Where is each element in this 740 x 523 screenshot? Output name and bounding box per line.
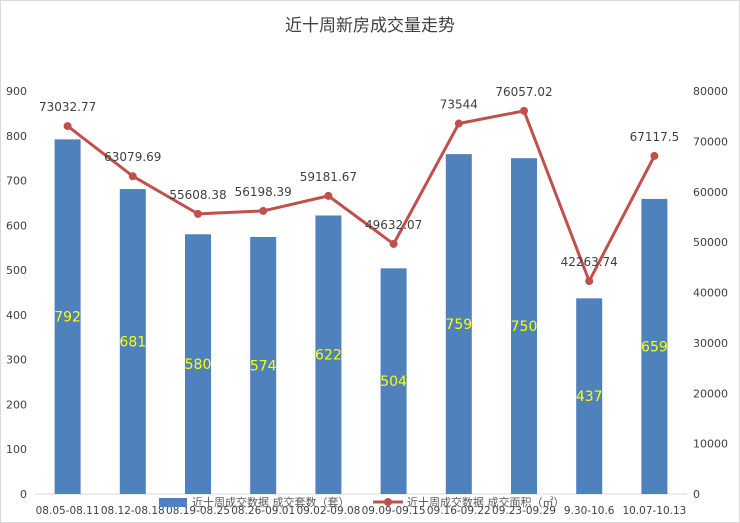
x-tick-label: 9.30-10.6 xyxy=(564,505,615,517)
y-left-tick-label: 700 xyxy=(6,175,27,188)
y-left-tick-label: 800 xyxy=(6,130,27,143)
line-data-label: 55608.38 xyxy=(169,188,226,202)
legend-bar-swatch xyxy=(159,498,187,507)
bar-data-label: 437 xyxy=(576,389,603,405)
line-data-label: 49632.07 xyxy=(365,218,422,232)
y-left-tick-label: 900 xyxy=(6,85,27,98)
x-tick-label: 08.12-08.18 xyxy=(101,505,165,517)
line-data-label: 76057.02 xyxy=(495,85,552,99)
y-right-tick-label: 0 xyxy=(693,488,700,501)
y-left-tick-label: 600 xyxy=(6,219,27,232)
y-left-tick-label: 200 xyxy=(6,398,27,411)
y-right-tick-label: 30000 xyxy=(693,337,728,350)
line-point xyxy=(259,206,268,215)
bar xyxy=(185,234,211,495)
y-left-tick-label: 500 xyxy=(6,264,27,277)
legend-line-label: 近十周成交数据 成交面积（㎡） xyxy=(407,495,565,509)
bar-data-label: 574 xyxy=(250,358,277,374)
bar-data-label: 622 xyxy=(315,348,342,364)
line-data-label: 59181.67 xyxy=(300,170,357,184)
y-right-tick-label: 20000 xyxy=(693,387,728,400)
x-tick-label: 09.23-09.29 xyxy=(492,505,556,517)
bar-data-label: 504 xyxy=(380,374,407,390)
bar xyxy=(250,236,277,494)
bar-data-label: 750 xyxy=(511,319,538,335)
line-data-label: 73544 xyxy=(440,98,478,112)
line-point xyxy=(650,151,659,160)
line-point xyxy=(585,277,594,286)
line-point xyxy=(454,119,463,128)
bar xyxy=(445,154,472,495)
x-tick-label: 08.26-09.01 xyxy=(231,505,295,517)
bar-data-label: 659 xyxy=(641,339,668,355)
line-point xyxy=(520,106,528,115)
y-left-tick-label: 300 xyxy=(6,354,27,367)
x-tick-label: 10.07-10.13 xyxy=(622,505,686,517)
line-data-label: 73032.77 xyxy=(39,100,96,114)
line-series xyxy=(66,109,656,283)
line-point xyxy=(389,239,398,248)
bar xyxy=(315,215,342,494)
bar xyxy=(54,139,81,495)
legend-line-marker xyxy=(384,498,392,506)
line-point xyxy=(128,172,137,181)
x-tick-label: 09.16-09.22 xyxy=(427,505,491,517)
x-tick-label: 09.02-09.08 xyxy=(296,505,360,517)
bar xyxy=(641,198,668,495)
y-right-tick-label: 10000 xyxy=(693,438,728,451)
line-point xyxy=(194,209,202,218)
line-point xyxy=(63,122,72,131)
legend-bar-label: 近十周成交数据 成交套数（套） xyxy=(192,495,350,509)
y-right-tick-label: 50000 xyxy=(693,236,728,249)
bar xyxy=(576,298,603,494)
y-right-tick-label: 60000 xyxy=(693,186,728,199)
bar-data-label: 681 xyxy=(119,335,146,351)
line-data-label: 63079.69 xyxy=(104,150,161,164)
bar-data-label: 759 xyxy=(445,317,472,333)
y-right-tick-label: 70000 xyxy=(693,135,728,148)
bar-data-label: 792 xyxy=(54,310,81,326)
bar xyxy=(380,268,407,494)
bar xyxy=(119,189,146,494)
y-left-tick-label: 0 xyxy=(20,488,27,501)
x-tick-label: 09.09-09.15 xyxy=(362,505,426,517)
bar-data-label: 580 xyxy=(185,357,212,373)
y-right-tick-label: 40000 xyxy=(693,287,728,300)
line-point xyxy=(324,191,333,200)
line-data-label: 56198.39 xyxy=(235,185,292,199)
chart-title: 近十周新房成交量走势 xyxy=(285,16,455,36)
x-tick-label: 08.05-08.11 xyxy=(36,505,100,517)
x-tick-label: 08.19-08.25 xyxy=(166,505,230,517)
line-data-label: 67117.5 xyxy=(630,130,680,144)
y-right-tick-label: 80000 xyxy=(693,85,728,98)
line-data-label: 42263.74 xyxy=(561,255,618,269)
y-left-tick-label: 400 xyxy=(6,309,27,322)
bar xyxy=(511,158,537,494)
y-left-tick-label: 100 xyxy=(6,443,27,456)
